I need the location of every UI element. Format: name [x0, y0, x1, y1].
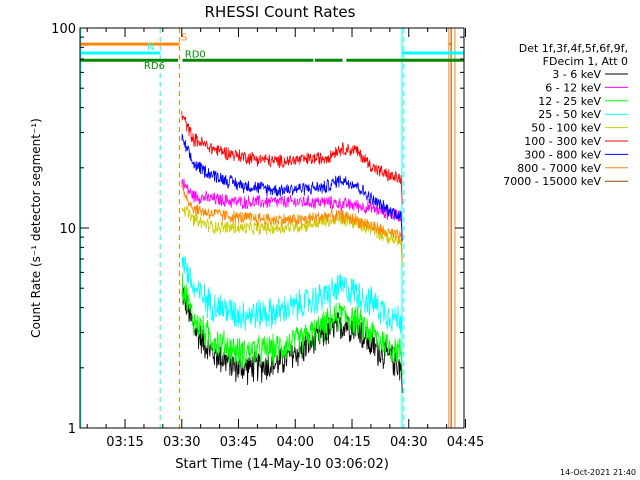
series-line-7 [181, 183, 403, 263]
timestamp: 14-Oct-2021 21:40 [560, 468, 636, 477]
legend-header-line-1: Det 1f,3f,4f,5f,6f,9f, [519, 42, 628, 55]
x-tick-label-1: 03:30 [163, 435, 200, 450]
x-tick-label-3: 04:00 [277, 435, 314, 450]
x-tick-label-2: 03:45 [220, 435, 257, 450]
legend-label-0: 3 - 6 keV [552, 68, 601, 81]
x-tick-label-5: 04:30 [390, 435, 427, 450]
legend-label-6: 300 - 800 keV [524, 148, 601, 161]
y-axis-label: Count Rate (s⁻¹ detector segment⁻¹) [29, 118, 43, 338]
series-line-3 [181, 256, 403, 345]
x-tick-label-6: 04:45 [447, 435, 484, 450]
legend-header-line-2: FDecim 1, Att 0 [543, 55, 628, 68]
x-axis-label: Start Time (14-May-10 03:06:02) [175, 457, 389, 472]
series-line-1 [181, 178, 403, 241]
legend-label-8: 7000 - 15000 keV [503, 175, 601, 188]
axes: 03:15 03:30 03:45 04:00 04:15 04:30 04:45 1 10 10… [51, 22, 484, 450]
x-tick-label-0: 03:15 [106, 435, 143, 450]
series-line-4 [181, 206, 403, 268]
state-label-s: S [181, 33, 187, 44]
series-line-2 [181, 273, 403, 377]
series-line-6 [181, 133, 403, 241]
legend-label-2: 12 - 25 keV [538, 95, 601, 108]
plot-area: S N RD6 RD0 [80, 28, 464, 428]
legend-label-5: 100 - 300 keV [524, 135, 601, 148]
legend-label-7: 800 - 7000 keV [517, 162, 601, 175]
state-label-rd6: RD6 [144, 61, 165, 72]
legend-label-4: 50 - 100 keV [531, 122, 601, 135]
chart-title: RHESSI Count Rates [205, 3, 356, 21]
legend: Det 1f,3f,4f,5f,6f,9f, FDecim 1, Att 0 3… [503, 42, 628, 188]
y-tick-label-1: 10 [59, 222, 76, 237]
y-tick-label-2: 100 [51, 22, 76, 37]
y-tick-label-0: 1 [68, 422, 76, 437]
legend-label-1: 6 - 12 keV [545, 81, 601, 94]
x-tick-label-4: 04:15 [333, 435, 370, 450]
legend-label-3: 25 - 50 keV [538, 108, 601, 121]
series-line-5 [181, 110, 403, 205]
state-label-n: N [147, 42, 154, 53]
state-label-rd0: RD0 [185, 50, 206, 61]
